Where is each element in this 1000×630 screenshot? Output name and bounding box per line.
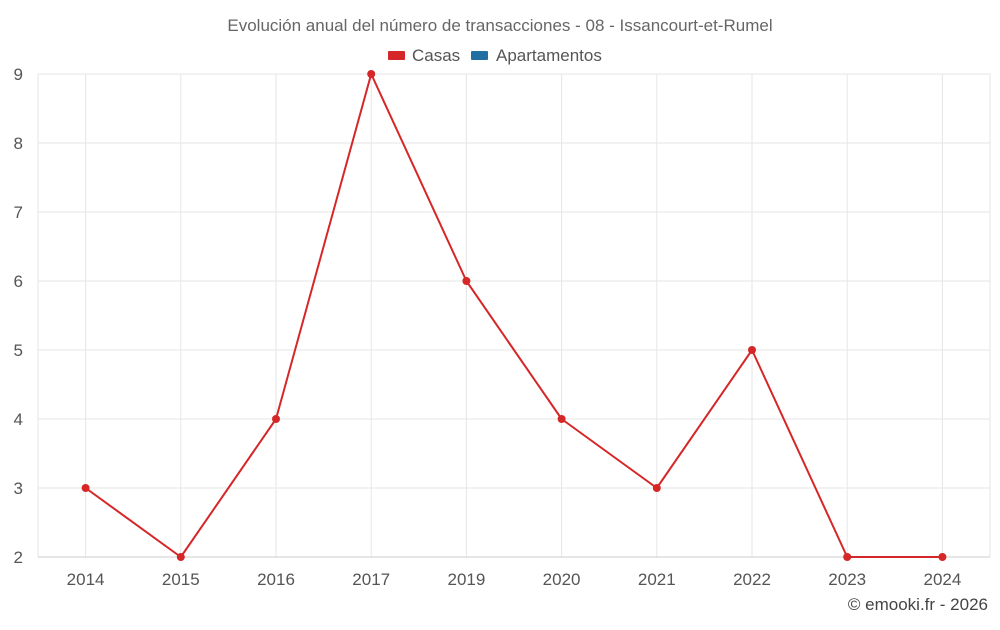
data-point-casas[interactable] — [462, 277, 471, 285]
x-tick-label: 2020 — [543, 570, 581, 589]
data-point-casas[interactable] — [557, 415, 566, 423]
legend-swatch-casas — [388, 51, 405, 60]
y-tick-label: 2 — [14, 548, 23, 567]
axes: 2 3 4 5 6 7 8 9 2014 2015 2016 2017 2019 2020 2021 2022… — [14, 65, 990, 589]
x-tick-label: 2022 — [733, 570, 771, 589]
series-layer — [81, 70, 947, 561]
legend-label-casas: Casas — [412, 46, 460, 65]
x-tick-label: 2019 — [447, 570, 485, 589]
y-tick-label: 5 — [14, 341, 23, 360]
data-point-casas[interactable] — [748, 346, 756, 354]
legend-item-casas[interactable]: Casas — [388, 46, 460, 65]
x-tick-label: 2016 — [257, 570, 295, 589]
legend-item-apartamentos[interactable]: Apartamentos — [471, 46, 602, 65]
chart-title: Evolución anual del número de transaccio… — [227, 16, 772, 35]
data-point-casas[interactable] — [81, 484, 90, 492]
y-tick-label: 3 — [14, 479, 23, 498]
data-point-casas[interactable] — [176, 553, 185, 561]
x-tick-label: 2014 — [67, 570, 105, 589]
y-tick-label: 7 — [14, 203, 23, 222]
data-point-casas[interactable] — [652, 484, 661, 492]
y-tick-label: 8 — [14, 134, 23, 153]
x-tick-label: 2017 — [352, 570, 390, 589]
y-tick-label: 6 — [14, 272, 23, 291]
legend-swatch-apartamentos — [471, 51, 488, 60]
series-line-casas — [85, 73, 943, 558]
y-tick-label: 4 — [14, 410, 23, 429]
x-tick-label: 2024 — [923, 570, 961, 589]
legend-label-apartamentos: Apartamentos — [496, 46, 602, 65]
x-tick-label: 2021 — [638, 570, 676, 589]
data-point-casas[interactable] — [367, 70, 376, 78]
x-tick-label: 2023 — [828, 570, 866, 589]
data-point-casas[interactable] — [938, 553, 947, 561]
legend: Casas Apartamentos — [388, 46, 602, 65]
data-point-casas[interactable] — [843, 553, 852, 561]
grid — [37, 73, 991, 558]
data-point-casas[interactable] — [272, 415, 280, 423]
y-tick-label: 9 — [14, 65, 23, 84]
credit-text: © emooki.fr - 2026 — [848, 595, 988, 614]
x-tick-label: 2015 — [162, 570, 200, 589]
